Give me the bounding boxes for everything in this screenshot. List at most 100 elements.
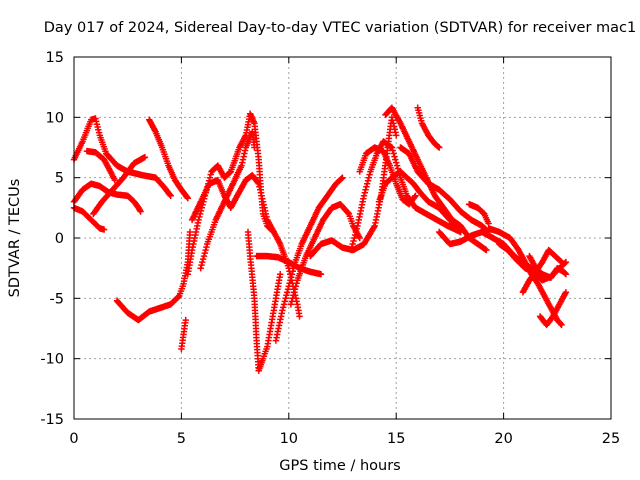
series-track-o <box>272 174 346 344</box>
data-point <box>392 156 399 163</box>
data-point <box>281 298 288 305</box>
data-point <box>277 271 284 278</box>
x-tick-label: 0 <box>69 431 78 447</box>
chart-title: Day 017 of 2024, Sidereal Day-to-day VTE… <box>44 20 636 36</box>
data-point <box>483 246 490 254</box>
series-track-j <box>188 172 262 224</box>
y-tick-label: 5 <box>55 171 64 187</box>
data-point <box>184 195 191 202</box>
data-point <box>393 132 400 139</box>
series-track-c <box>70 204 108 233</box>
series-track-f <box>146 116 191 202</box>
data-point <box>364 177 372 184</box>
y-tick-label: -5 <box>50 291 64 307</box>
y-tick-label: -15 <box>40 412 64 428</box>
data-point <box>296 313 303 320</box>
data-point <box>353 225 360 233</box>
series-track-t <box>375 168 464 236</box>
data-point <box>201 249 208 257</box>
data-point <box>349 240 356 248</box>
y-tick-label: -10 <box>40 352 64 368</box>
series-track-h <box>178 316 189 353</box>
data-point <box>364 180 371 187</box>
data-point <box>347 246 355 254</box>
data-point <box>362 186 369 193</box>
data-point <box>280 301 288 308</box>
data-point <box>199 258 206 266</box>
series-track-u <box>382 104 490 254</box>
data-point <box>260 201 267 208</box>
data-point <box>186 228 194 236</box>
data-point <box>289 295 296 302</box>
x-axis-label: GPS time / hours <box>279 458 400 474</box>
data-point <box>288 274 295 281</box>
data-point <box>292 283 299 290</box>
data-point <box>348 243 356 251</box>
series-track-a <box>70 115 174 199</box>
data-point <box>286 280 293 287</box>
plot-frame <box>73 56 612 420</box>
data-point <box>141 154 149 161</box>
y-tick-label: 15 <box>46 50 64 66</box>
data-point <box>293 280 300 287</box>
data-point <box>197 207 205 215</box>
x-tick-label: 25 <box>602 431 620 447</box>
data-point <box>411 193 418 200</box>
data-point <box>356 234 363 242</box>
data-point <box>287 277 294 284</box>
data-point <box>291 286 299 293</box>
data-point <box>137 208 144 215</box>
data-point <box>288 298 295 305</box>
x-tick-label: 20 <box>494 431 512 447</box>
data-point <box>238 162 245 169</box>
data-point <box>290 292 297 299</box>
data-point <box>203 243 210 251</box>
x-tick-label: 5 <box>177 431 186 447</box>
data-point <box>391 153 398 160</box>
data-point <box>360 192 368 199</box>
data-point <box>558 258 565 266</box>
data-point <box>390 150 397 157</box>
data-point <box>412 192 419 199</box>
data-point <box>363 183 370 190</box>
data-point <box>198 261 205 269</box>
data-point <box>350 237 357 245</box>
data-point <box>256 183 263 190</box>
series-track-l <box>244 228 284 374</box>
data-point <box>291 289 298 296</box>
data-point <box>284 286 292 293</box>
data-point <box>557 320 564 328</box>
data-point <box>111 176 118 184</box>
data-point <box>195 216 202 224</box>
series-track-k <box>197 128 258 272</box>
data-point <box>562 271 570 278</box>
data-point <box>290 265 297 272</box>
data-point <box>390 120 397 127</box>
data-point <box>436 144 443 151</box>
data-point <box>361 189 368 196</box>
data-point <box>283 292 290 299</box>
data-point <box>562 289 570 296</box>
data-point <box>166 191 174 198</box>
data-point <box>100 226 108 233</box>
data-point <box>254 179 262 186</box>
data-point <box>388 144 396 151</box>
data-point <box>285 283 292 290</box>
y-axis-label: SDTVAR / TECUs <box>7 179 23 298</box>
data-point <box>365 174 372 181</box>
data-point <box>200 252 208 260</box>
data-point <box>351 231 359 239</box>
x-tick-label: 15 <box>387 431 405 447</box>
data-point <box>393 162 401 169</box>
y-tick-label: 0 <box>55 231 64 247</box>
data-point <box>351 234 358 242</box>
data-point <box>182 316 189 324</box>
series-track-y <box>466 201 492 227</box>
data-point <box>366 171 373 178</box>
series-track-w <box>414 104 443 151</box>
data-point <box>167 192 174 199</box>
axis-ticks: 0 5 10 15 20 25 -15 -10 -5 0 5 10 15 <box>40 50 620 447</box>
data-point <box>196 213 203 221</box>
data-point <box>197 265 204 272</box>
